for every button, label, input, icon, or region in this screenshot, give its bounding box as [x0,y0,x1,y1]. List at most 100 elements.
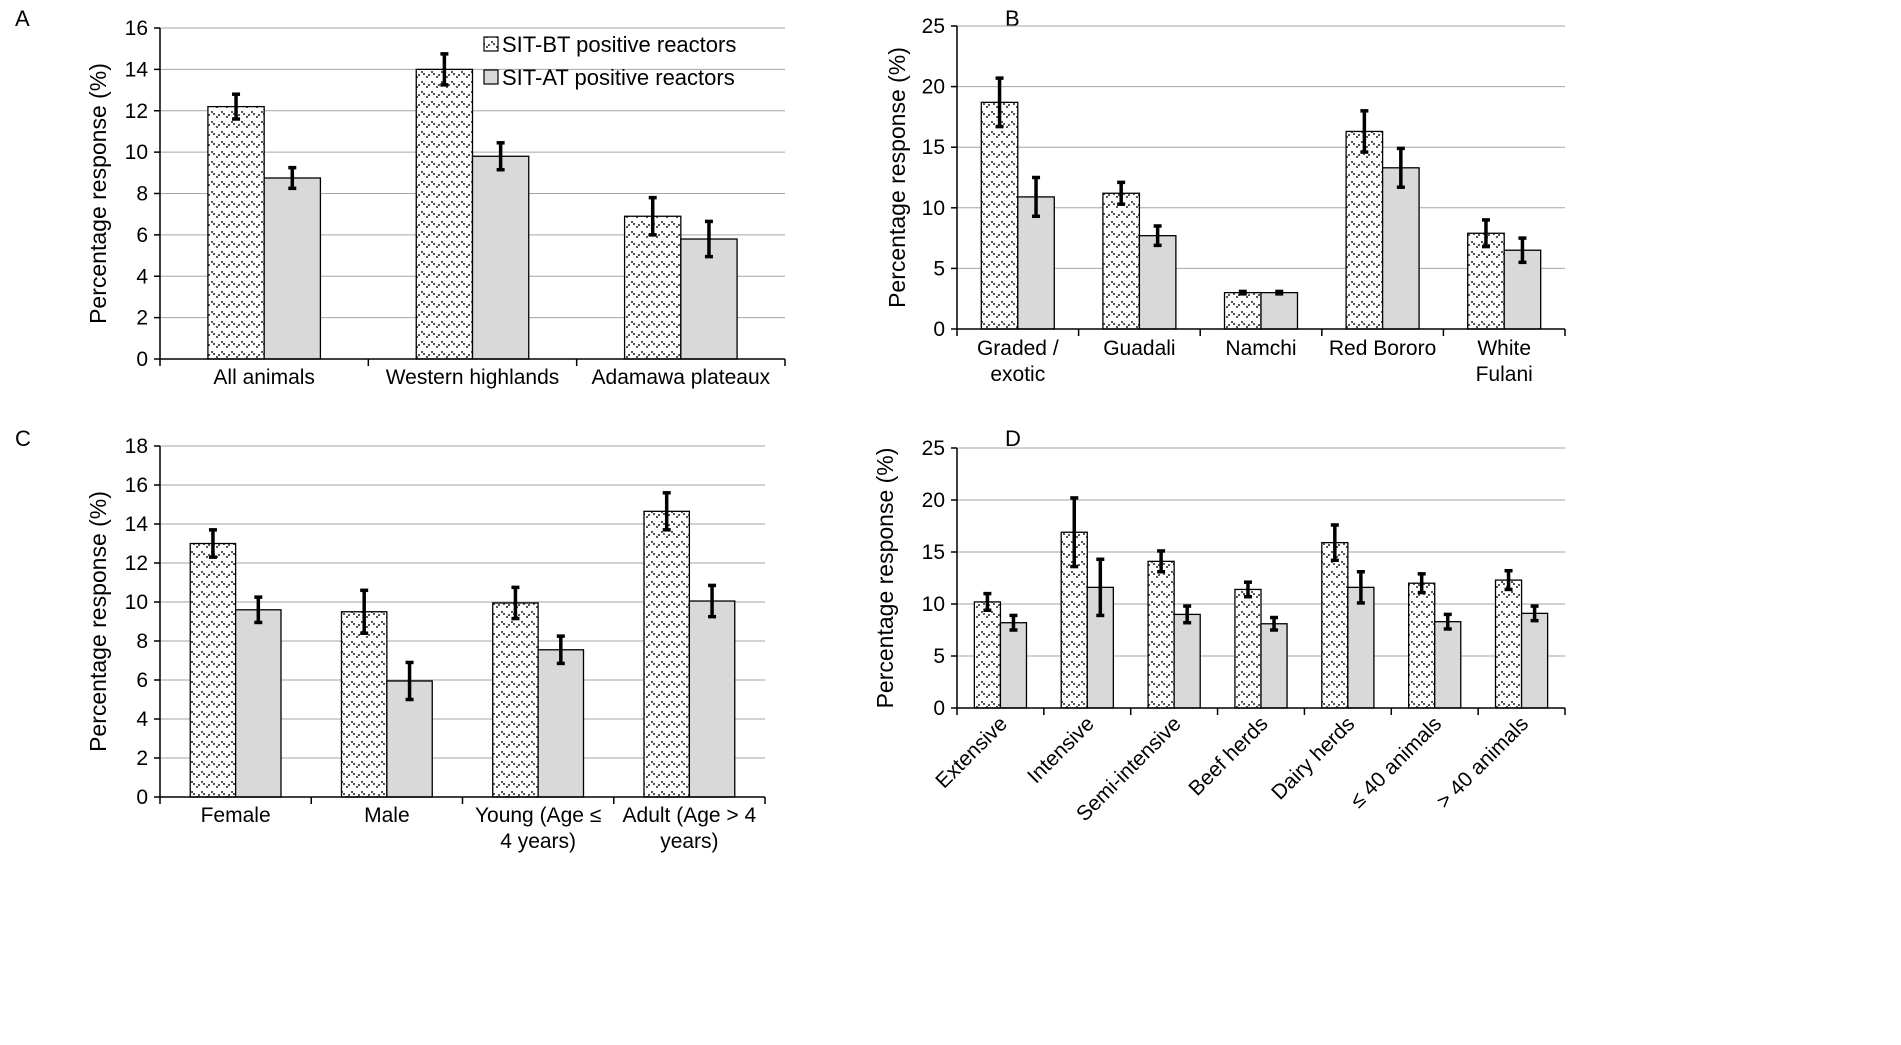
y-tick-label: 16 [125,17,148,40]
bar-sit-bt [1494,579,1523,709]
x-tick-label: ≤ 40 animals [1346,712,1446,812]
y-tick-label: 14 [125,513,149,536]
bar-sit-at [1381,167,1420,330]
bar-sit-bt [643,510,691,798]
bar-sit-bt [980,101,1019,330]
x-tick-label: Adamawa plateaux [592,366,771,389]
y-tick-label: 0 [933,697,945,720]
y-tick-label: 18 [125,435,148,458]
y-tick-label: 4 [136,265,148,288]
panel-label: D [1005,426,1021,451]
bar-sit-at [1347,586,1375,709]
y-tick-label: 6 [136,669,148,692]
bar-sit-bt [207,105,265,360]
y-tick-label: 6 [136,224,148,247]
y-axis-label: Percentage response (%) [85,491,111,752]
x-tick-label: Guadali [1103,337,1175,360]
x-tick-label: years) [660,830,718,853]
panel-label: C [15,426,31,451]
x-tick-label: All animals [213,366,315,389]
bar-sit-at [1173,613,1201,709]
y-tick-label: 20 [922,489,945,512]
bar-sit-bt [1147,560,1175,709]
bar-sit-at [1520,612,1549,709]
bar-sit-at [1434,621,1462,709]
y-tick-label: 12 [125,100,148,123]
panel-label: A [15,6,30,31]
legend: SIT-BT positive reactors SIT-AT positive … [483,32,736,90]
bar-sit-bt [189,542,237,798]
chart-panel-d: D 0 5 10 15 20 25 Percentage response (%) Extens… [872,426,1566,826]
legend-label: SIT-AT positive reactors [502,65,735,90]
bar-sit-at [263,177,322,360]
y-axis-label: Percentage response (%) [85,63,111,324]
y-tick-label: 0 [933,318,945,341]
x-tick-label: Fulani [1476,363,1533,386]
bar-sit-bt [340,611,388,798]
x-tick-label: Western highlands [386,366,560,389]
x-tick-label: Male [364,804,410,827]
bar-sit-at [537,649,585,798]
y-tick-label: 25 [922,437,945,460]
x-tick-label: Adult (Age > 4 [623,804,757,827]
bar-sit-bt [1408,582,1436,709]
bar-sit-at [471,155,530,360]
y-tick-label: 12 [125,552,148,575]
chart-panel-a: A 0 2 4 6 8 10 12 14 16 Percentage response (%) All… [15,6,786,389]
y-tick-label: 15 [922,541,945,564]
chart-panel-c: C 0 2 4 6 8 10 12 14 16 18 Percentage response (%) F… [15,426,766,853]
bar-sit-at [234,609,282,798]
x-tick-label: Graded / [977,337,1059,360]
x-tick-label: Dairy herds [1267,712,1359,804]
bar-sit-at [1260,291,1299,330]
x-tick-label: Beef herds [1184,712,1272,800]
chart-panel-b: B 0 5 10 15 20 25 Percentage response (%) Graded… [884,6,1566,386]
x-tick-label: Female [201,804,271,827]
legend-label: SIT-BT positive reactors [502,32,736,57]
y-tick-label: 14 [125,58,149,81]
bar-sit-bt [973,601,1002,709]
bar-sit-bt [1234,588,1262,709]
y-tick-label: 0 [136,786,148,809]
bar-sit-at [680,238,738,360]
bar-sit-bt [1102,192,1141,330]
bar-sit-bt [1321,541,1349,709]
bar-sit-bt [1223,291,1262,330]
bar-sit-bt [1345,130,1384,330]
y-tick-label: 10 [125,591,148,614]
y-tick-label: 10 [922,197,945,220]
bar-sit-at [1138,235,1177,330]
x-tick-label: > 40 animals [1432,712,1533,813]
x-tick-label: exotic [990,363,1045,386]
chart-layer: A 0 2 4 6 8 10 12 14 16 Percentage response (%) All… [15,6,1566,853]
legend-swatch-sit-bt [483,36,499,52]
y-tick-label: 2 [136,747,148,770]
bar-sit-at [688,600,736,798]
legend-swatch-sit-at [483,69,499,85]
y-tick-label: 10 [922,593,945,616]
y-tick-label: 20 [922,76,945,99]
y-tick-label: 25 [922,15,945,38]
x-tick-label: Namchi [1225,337,1296,360]
bar-sit-bt [415,68,474,360]
bar-sit-bt [623,215,682,360]
x-tick-label: White [1477,337,1531,360]
y-axis-label: Percentage response (%) [872,448,898,709]
y-tick-label: 5 [933,645,945,668]
y-tick-label: 0 [136,348,148,371]
panel-label: B [1005,6,1020,31]
x-tick-label: Red Bororo [1329,337,1436,360]
x-tick-label: 4 years) [500,830,576,853]
y-tick-label: 2 [136,307,148,330]
y-tick-label: 5 [933,257,945,280]
x-tick-label: Extensive [931,712,1012,793]
y-axis-label: Percentage response (%) [884,47,910,308]
bar-sit-at [1260,623,1288,709]
bar-sit-at [999,622,1028,709]
y-tick-label: 15 [922,136,945,159]
x-tick-label: Young (Age ≤ [475,804,601,827]
bar-sit-bt [492,602,539,798]
y-tick-label: 16 [125,474,148,497]
y-tick-label: 10 [125,141,148,164]
